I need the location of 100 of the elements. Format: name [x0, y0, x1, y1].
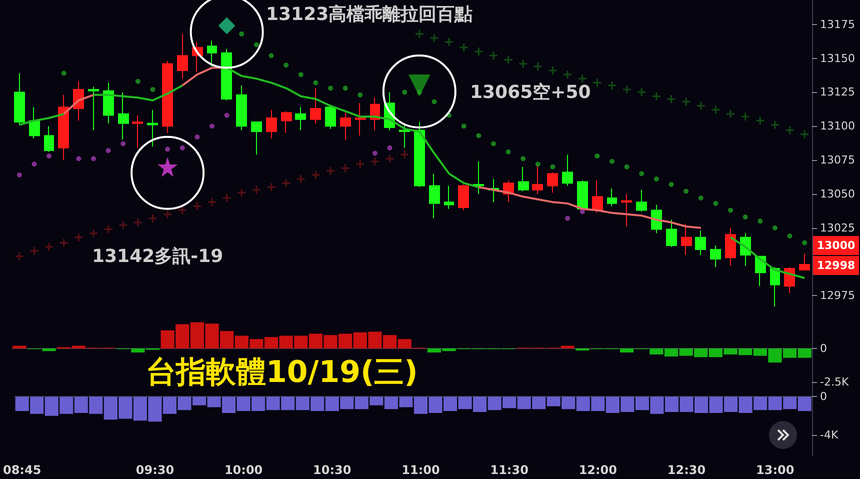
point	[61, 70, 66, 76]
candlestick	[325, 105, 336, 130]
x-tick-label: 09:30	[136, 463, 174, 477]
candlestick	[207, 40, 217, 67]
candlestick	[88, 86, 99, 131]
point	[16, 172, 22, 178]
candlestick	[44, 126, 54, 152]
candlestick	[607, 188, 617, 207]
candlestick	[562, 154, 573, 186]
point	[193, 202, 202, 210]
point	[696, 102, 705, 110]
candlestick	[399, 122, 410, 148]
y-tick-label: 13075	[820, 154, 855, 167]
point	[165, 146, 170, 152]
point	[74, 233, 83, 242]
point	[402, 90, 408, 95]
point	[268, 53, 274, 58]
point	[565, 216, 570, 221]
point	[387, 145, 392, 150]
candlestick	[295, 106, 306, 131]
text: 12998	[813, 256, 859, 275]
bar	[12, 346, 26, 348]
point	[15, 252, 24, 260]
point	[698, 196, 704, 201]
candlestick	[695, 230, 706, 256]
point	[489, 52, 498, 60]
point	[548, 66, 557, 75]
x-tick-label: 11:30	[490, 463, 528, 477]
point	[758, 218, 763, 224]
candlestick	[340, 112, 351, 140]
point	[60, 238, 68, 247]
x-tick-label: 12:30	[667, 463, 706, 477]
x-tick-label: 08:45	[2, 463, 42, 477]
point	[313, 80, 318, 86]
text: 13000	[813, 236, 859, 255]
point	[282, 179, 290, 188]
point	[46, 153, 52, 158]
candlestick	[14, 72, 25, 126]
point	[770, 120, 779, 129]
point	[386, 154, 394, 163]
point	[342, 86, 348, 91]
point	[667, 95, 676, 104]
candlestick	[799, 253, 810, 270]
y-tick-label: 12975	[820, 289, 855, 302]
point	[30, 246, 38, 255]
point	[756, 116, 764, 125]
point	[712, 106, 720, 114]
point	[460, 43, 468, 52]
candlestick	[177, 33, 188, 80]
point	[432, 99, 437, 104]
y-tick-label: 0	[820, 342, 827, 355]
point	[238, 188, 246, 197]
candlestick	[547, 172, 558, 194]
point	[120, 141, 126, 146]
point	[298, 72, 304, 78]
candlestick	[147, 109, 158, 147]
point	[610, 158, 614, 164]
x-tick-label: 10:30	[313, 463, 352, 477]
point	[119, 221, 128, 230]
point	[652, 92, 660, 100]
candlestick	[132, 114, 143, 148]
candlestick	[310, 88, 321, 124]
point	[668, 182, 674, 187]
annotation: 台指軟體10/19(三)	[146, 354, 418, 392]
point	[608, 81, 616, 90]
candlestick	[162, 60, 173, 134]
point	[296, 175, 305, 184]
point	[400, 150, 409, 159]
point	[76, 156, 82, 162]
point	[218, 17, 236, 34]
y-tick-label: 13050	[820, 187, 855, 200]
point	[520, 156, 526, 162]
y-tick-label: -4K	[820, 428, 839, 442]
candlestick	[473, 160, 484, 194]
y-tick-label: 13175	[820, 18, 855, 31]
x-tick-label: 13:00	[756, 463, 794, 477]
candlestick	[429, 173, 440, 219]
candlestick	[710, 244, 721, 268]
point	[164, 210, 172, 218]
point	[580, 209, 585, 214]
point	[430, 34, 438, 42]
candlestick	[355, 102, 366, 136]
point	[224, 112, 230, 118]
point	[564, 70, 572, 79]
point	[504, 56, 512, 64]
point	[713, 200, 718, 206]
point	[239, 31, 244, 36]
candlestick	[681, 223, 692, 256]
point	[180, 145, 185, 150]
annotation: 13123高檔乖離拉回百點	[266, 3, 473, 26]
point	[135, 78, 140, 84]
point	[254, 42, 259, 48]
point	[726, 110, 735, 118]
point	[476, 133, 482, 138]
candlestick	[458, 184, 469, 211]
point	[356, 160, 364, 168]
point	[506, 149, 511, 154]
point	[593, 78, 602, 87]
point	[624, 164, 630, 170]
point	[474, 48, 483, 56]
